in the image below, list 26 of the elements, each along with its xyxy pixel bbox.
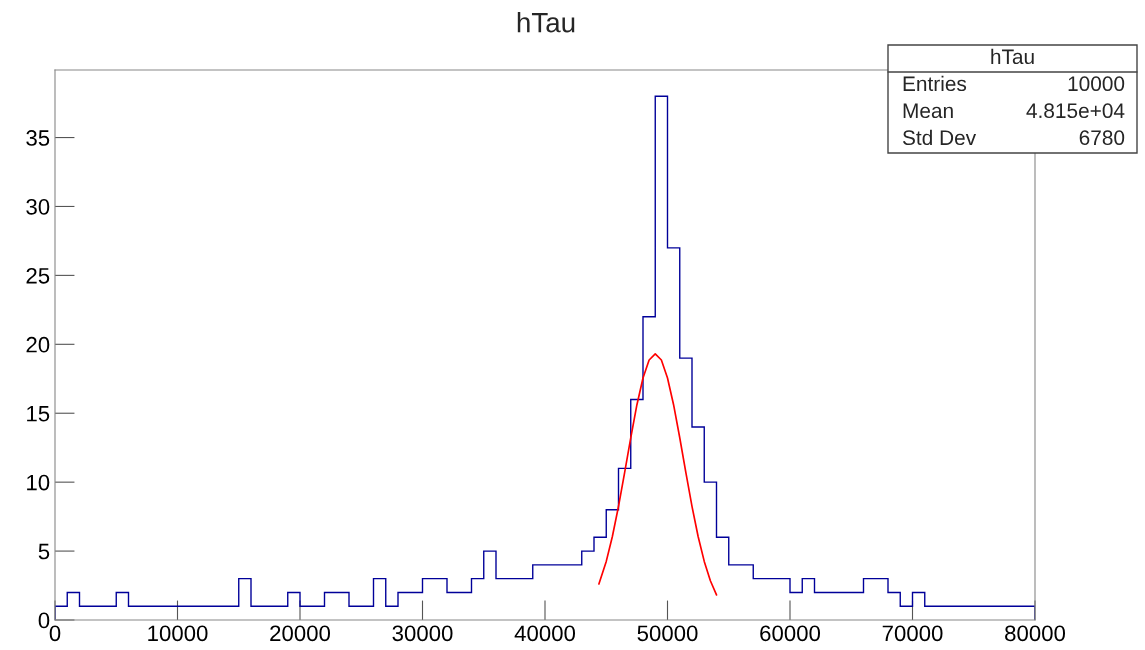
text: 10000 [1068,76,1125,92]
y-tick-label: 30 [26,199,50,215]
y-tick-label: 0 [38,612,50,629]
x-tick-label: 0 [49,625,61,642]
y-tick-label: 15 [27,406,50,422]
x-tick-label: 20000 [270,625,331,642]
x-tick-label: 60000 [760,625,821,642]
x-tick-label: 30000 [392,625,453,642]
y-tick-label: 5 [38,543,50,560]
chart-title: hTau [517,12,575,33]
x-tick-label: 80000 [1005,625,1066,642]
annotation: 4.815e+04 [1026,103,1125,119]
x-tick-label: 70000 [882,625,943,642]
x-tick-label: 40000 [514,625,576,642]
x-tick-label: 50000 [637,625,698,642]
text: 6780 [1079,130,1125,146]
annotation: Std Dev [902,129,977,146]
annotation: Mean [903,103,953,119]
line-series [598,353,718,596]
y-tick-label: 35 [26,130,50,146]
annotation: Entries [903,75,967,92]
x-tick-label: 10000 [148,625,208,642]
y-tick-label: 25 [26,267,50,284]
text: hTau [991,48,1034,65]
y-tick-label: 20 [26,336,50,353]
y-tick-label: 10 [27,474,50,491]
